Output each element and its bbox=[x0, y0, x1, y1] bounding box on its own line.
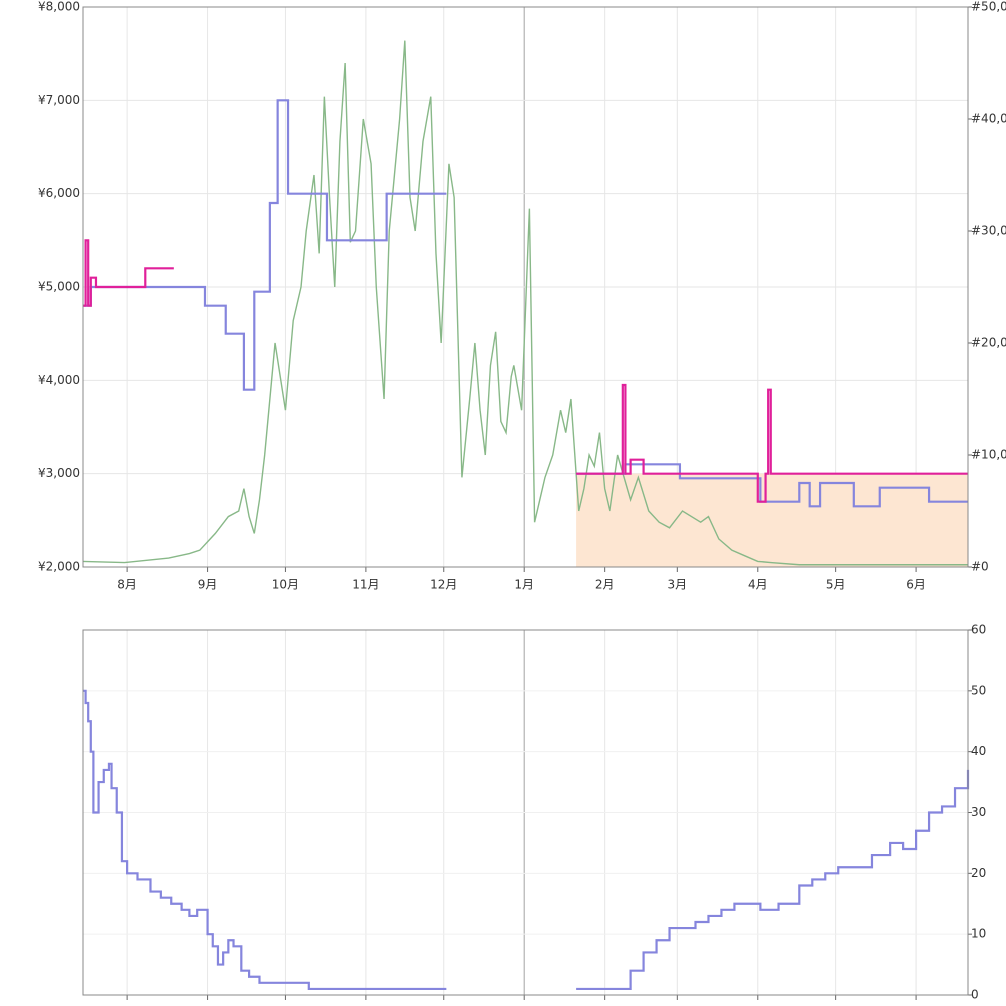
plot-frame bbox=[82, 6, 969, 568]
area bbox=[576, 473, 968, 567]
series-line bbox=[83, 99, 968, 508]
series-line bbox=[83, 689, 970, 991]
x-tick-label: 9月 bbox=[198, 578, 218, 592]
y2-tick-label: #20,000 bbox=[971, 336, 1006, 350]
y2-tick-label: 50 bbox=[971, 683, 986, 697]
y2-tick-label: #40,000 bbox=[971, 112, 1006, 126]
x-tick-label: 11月 bbox=[352, 578, 379, 592]
y2-tick-label: 30 bbox=[971, 805, 986, 819]
y2-tick-label: #10,000 bbox=[971, 448, 1006, 462]
y-tick-label: ¥3,000 bbox=[38, 466, 80, 480]
y-tick-label: ¥7,000 bbox=[38, 93, 80, 107]
y2-tick-label: 60 bbox=[971, 623, 986, 637]
y2-tick-label: #50,000 bbox=[971, 0, 1006, 14]
series-line bbox=[82, 40, 968, 566]
y-tick-label: ¥6,000 bbox=[38, 186, 80, 200]
x-tick-label: 3月 bbox=[668, 578, 688, 592]
y-tick-label: ¥2,000 bbox=[38, 560, 80, 574]
x-tick-label: 2月 bbox=[595, 578, 615, 592]
x-tick-label: 5月 bbox=[826, 578, 846, 592]
y2-tick-label: 10 bbox=[971, 927, 986, 941]
series-line bbox=[83, 239, 968, 503]
y2-tick-label: 40 bbox=[971, 744, 986, 758]
x-tick-label: 4月 bbox=[748, 578, 768, 592]
y2-tick-label: 0 bbox=[971, 988, 979, 1002]
x-tick-label: 10月 bbox=[272, 578, 299, 592]
y-tick-label: ¥8,000 bbox=[38, 0, 80, 14]
y2-tick-label: #30,000 bbox=[971, 224, 1006, 238]
plot-frame bbox=[82, 629, 969, 996]
y-tick-label: ¥4,000 bbox=[38, 373, 80, 387]
x-tick-label: 6月 bbox=[906, 578, 926, 592]
y2-tick-label: 20 bbox=[971, 866, 986, 880]
x-tick-label: 12月 bbox=[430, 578, 457, 592]
x-tick-label: 8月 bbox=[117, 578, 137, 592]
x-tick-label: 1月 bbox=[514, 578, 534, 592]
y2-tick-label: #0 bbox=[971, 560, 989, 574]
y-tick-label: ¥5,000 bbox=[38, 280, 80, 294]
